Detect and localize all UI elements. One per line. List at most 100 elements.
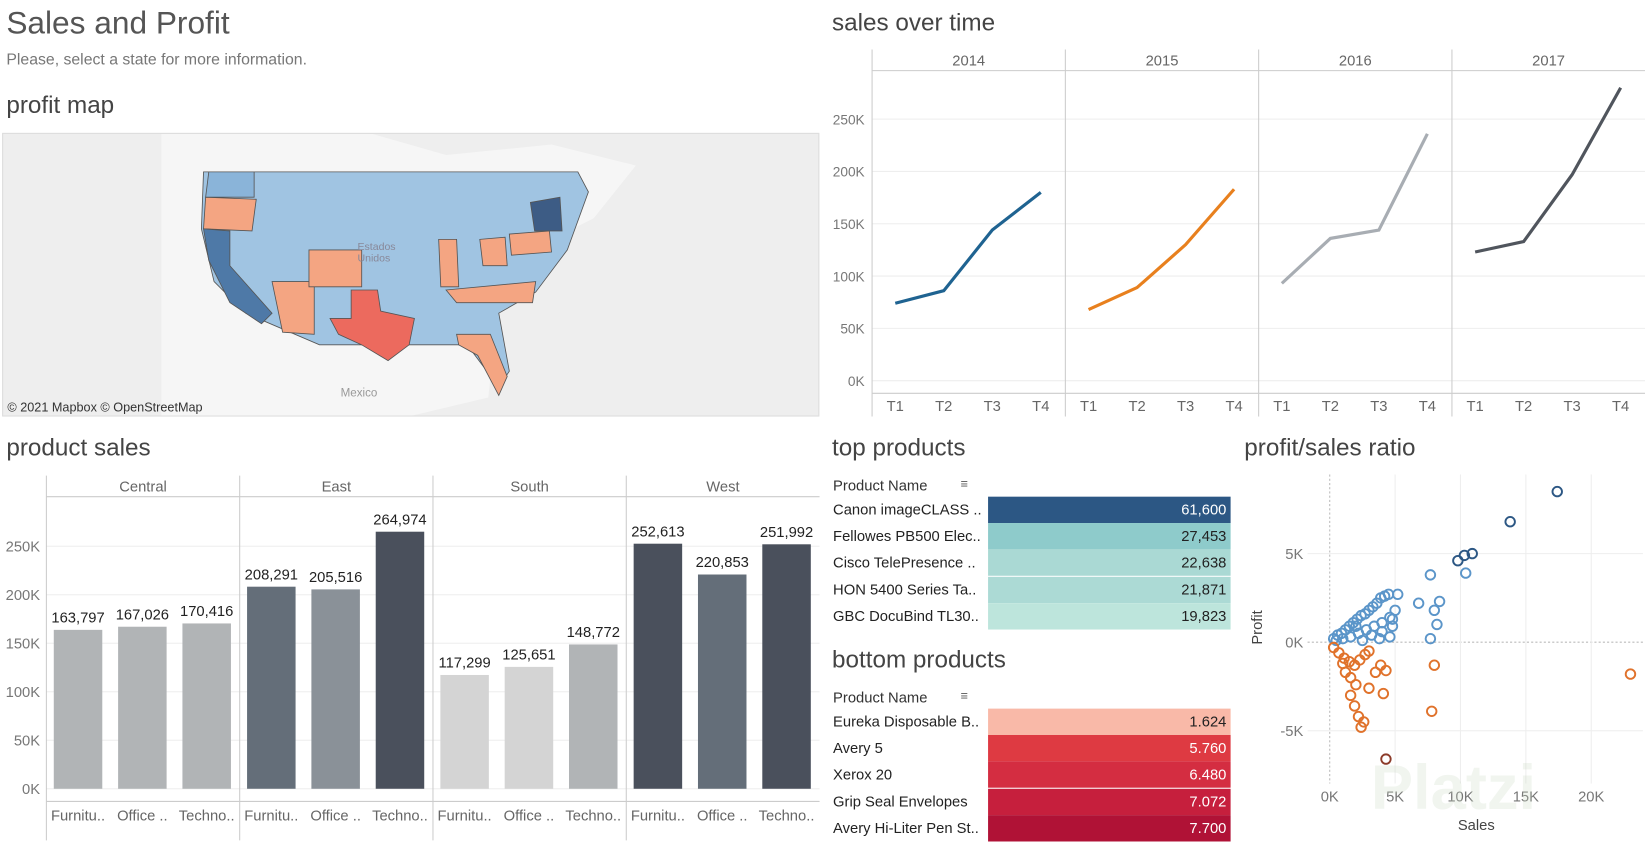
table-row[interactable]: GBC DocuBind TL30.. 19,823	[828, 602, 1231, 630]
scatter-point	[1433, 595, 1446, 608]
y-tick-label: 250K	[833, 112, 865, 127]
y-tick-label: 100K	[833, 269, 865, 284]
x-tick-label: T2	[935, 399, 952, 415]
scatter-point	[1428, 604, 1441, 616]
profit-map[interactable]: Mexico Estados Unidos © 2021 Mapbox © Op…	[2, 132, 820, 417]
bar-data-label: 205,516	[309, 570, 362, 586]
table-row[interactable]: Xerox 20 6.480	[828, 761, 1231, 789]
scatter-point	[1380, 753, 1392, 765]
bar-data-label: 170,416	[180, 604, 233, 620]
table-row[interactable]: Canon imageCLASS .. 61,600	[828, 496, 1231, 524]
x-tick-label: Techno..	[372, 808, 428, 824]
bar-data-label: 167,026	[116, 607, 169, 623]
scatter-point	[1373, 632, 1386, 645]
state-illinois[interactable]	[438, 238, 460, 288]
product-sales-value: 21,871	[988, 576, 1231, 603]
table-row[interactable]: Avery Hi-Liter Pen St.. 7.700	[828, 814, 1231, 842]
table-row[interactable]: HON 5400 Series Ta.. 21,871	[828, 576, 1231, 603]
state-california[interactable]	[203, 228, 273, 325]
bar-chart-title: product sales	[6, 433, 151, 461]
scatter-point	[1344, 671, 1357, 684]
top-products-header[interactable]: Product Name	[833, 476, 928, 494]
bar-data-label: 252,613	[631, 524, 684, 540]
panel-header: 2014	[952, 53, 985, 69]
scatter-title: profit/sales ratio	[1244, 433, 1416, 461]
scatter-point	[1337, 657, 1349, 670]
y-tick-label: -5K	[1280, 724, 1303, 740]
series-line-2016	[1280, 133, 1429, 285]
panel-header: 2016	[1339, 53, 1372, 69]
bar-West-0	[633, 543, 683, 789]
scatter-point	[1376, 625, 1388, 638]
state-pennsylvania[interactable]	[508, 230, 552, 256]
x-tick-label: Furnitu..	[244, 808, 298, 824]
y-tick-label: 0K	[22, 782, 40, 798]
table-row[interactable]: Avery 5 5.760	[828, 735, 1231, 762]
table-row[interactable]: Eureka Disposable B.. 1.624	[828, 708, 1231, 735]
x-tick-label: T3	[984, 399, 1001, 415]
product-name: GBC DocuBind TL30..	[833, 607, 979, 625]
x-tick-label: T3	[1564, 399, 1581, 415]
table-row[interactable]: Grip Seal Envelopes 7.072	[828, 788, 1231, 815]
product-sales-value: 19,823	[988, 602, 1231, 630]
bottom-products-title: bottom products	[832, 645, 1006, 673]
map-svg[interactable]	[3, 133, 819, 417]
state-washington[interactable]	[205, 171, 255, 198]
panel-header: 2015	[1146, 53, 1179, 69]
map-attribution[interactable]: © 2021 Mapbox © OpenStreetMap	[7, 399, 203, 415]
state-arizona[interactable]	[271, 281, 315, 335]
product-sales-chart: 0K 50K 100K 150K 200K 250K Central 163,797 Furni…	[6, 475, 820, 841]
sort-asc-icon[interactable]: ≡	[960, 688, 969, 704]
scatter-point	[1358, 716, 1370, 728]
scatter-point	[1424, 632, 1437, 645]
state-florida[interactable]	[456, 333, 508, 397]
sort-desc-icon[interactable]: ≡	[960, 476, 969, 492]
bar-West-1	[697, 574, 747, 789]
map-label-us: Estados Unidos	[357, 241, 396, 265]
bottom-products-header[interactable]: Product Name	[833, 688, 928, 706]
bar-East-0	[247, 586, 296, 789]
y-tick-label: 200K	[833, 165, 865, 180]
page-subtitle: Please, select a state for more informat…	[6, 50, 308, 69]
scatter-point	[1431, 618, 1443, 631]
table-row[interactable]: Fellowes PB500 Elec.. 27,453	[828, 523, 1231, 550]
scatter-point	[1386, 613, 1399, 625]
scatter-point	[1380, 664, 1392, 677]
product-name: Xerox 20	[833, 765, 893, 783]
top-products-title: top products	[832, 433, 966, 461]
panel-header: 2017	[1532, 53, 1565, 69]
x-tick-label: T3	[1370, 399, 1387, 415]
scatter-point	[1330, 634, 1342, 647]
y-tick-label: 100K	[6, 685, 41, 701]
state-new-york[interactable]	[529, 196, 563, 232]
y-tick-label: 50K	[14, 734, 40, 750]
bar-East-1	[311, 589, 360, 789]
x-tick-label: T3	[1177, 399, 1194, 415]
x-tick-label: Furnitu..	[438, 808, 492, 824]
scatter-point	[1392, 588, 1404, 601]
x-tick-label: Techno..	[565, 808, 621, 824]
table-row[interactable]: Cisco TelePresence .. 22,638	[828, 549, 1231, 577]
y-tick-label: 200K	[6, 588, 41, 604]
series-line-2014	[894, 191, 1042, 305]
product-sales-value: 7.072	[988, 788, 1231, 815]
bar-East-2	[375, 531, 425, 789]
y-axis-label: Profit	[1250, 610, 1266, 644]
state-ohio[interactable]	[479, 236, 508, 267]
state-texas[interactable]	[329, 289, 415, 362]
x-tick-label: T1	[1080, 399, 1097, 415]
sales-over-time-chart: 0K 50K 100K 150K 200K 250K 2014 T1 T2 T3 T4 2015 T1 T…	[833, 49, 1645, 417]
product-name: Canon imageCLASS ..	[833, 500, 982, 518]
product-sales-value: 7.700	[988, 814, 1231, 842]
y-tick-label: 250K	[6, 540, 41, 556]
state-colorado[interactable]	[308, 249, 363, 288]
scatter-point	[1348, 700, 1361, 712]
state-oregon[interactable]	[203, 196, 257, 232]
state-north-carolina[interactable]	[445, 281, 537, 304]
states[interactable]	[200, 171, 589, 397]
scatter-point	[1363, 682, 1375, 694]
bar-Central-0	[53, 629, 103, 789]
scatter-point	[1458, 549, 1471, 562]
bar-data-label: 264,974	[373, 512, 426, 528]
